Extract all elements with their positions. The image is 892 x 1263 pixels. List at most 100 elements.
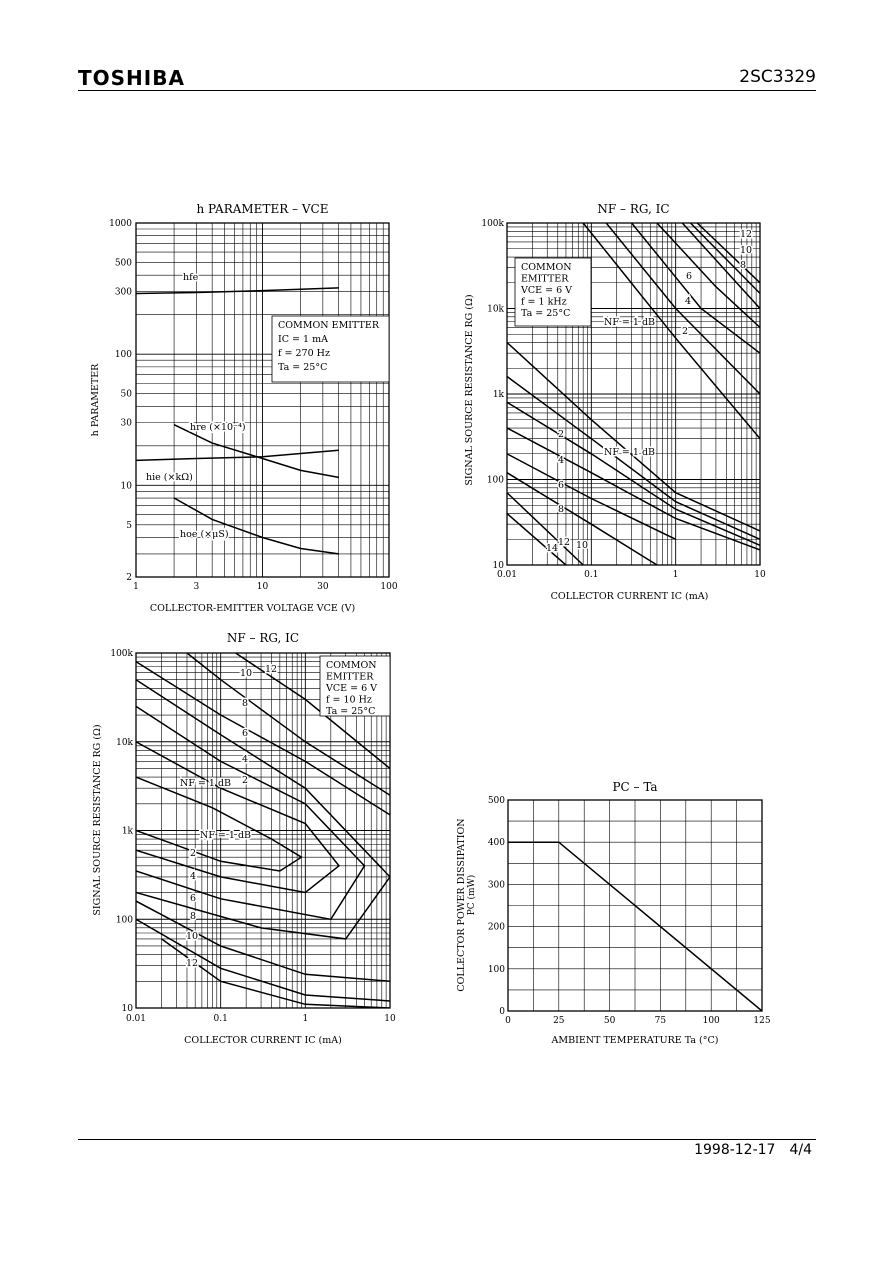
brand-logo: TOSHIBA [78, 66, 185, 90]
nf2-ytick-2: 1k [122, 827, 134, 837]
hparam-legend-box [271, 315, 390, 383]
hparam-xlabel: COLLECTOR-EMITTER VOLTAGE VCE (V) [150, 603, 355, 614]
pc-xtick-2: 50 [604, 1016, 616, 1026]
nf2-legend-line-4: Ta = 25°C [326, 706, 375, 717]
hparam-xtick-0: 1 [133, 582, 139, 592]
nf2-legend-line-3: f = 10 Hz [326, 695, 372, 706]
pc-series-0 [508, 841, 762, 1011]
nf2-curve-label-4: 4 [242, 754, 248, 765]
nf1-series-11 [507, 453, 677, 540]
nf1-legend-line-2: VCE = 6 V [520, 285, 572, 296]
hparam-legend-line-2: f = 270 Hz [278, 348, 330, 359]
hparam-ytick-1: 5 [126, 521, 132, 531]
nf2-xtick-1: 0.1 [214, 1014, 228, 1024]
nf2-ytick-4: 100k [110, 649, 133, 659]
header-rule [78, 90, 816, 91]
pc-ytick-4: 400 [488, 838, 505, 848]
hparam-ytick-5: 100 [115, 350, 132, 360]
nf1-curve-label-11: NF = 1 dB [604, 447, 655, 458]
pc-ytick-5: 500 [488, 796, 505, 806]
nf1-series-10 [507, 427, 760, 551]
nf1-ytick-3: 10k [487, 305, 504, 315]
hparam-series-label-2: hie (×kΩ) [146, 472, 193, 483]
nf2-curve-label-9: 4 [190, 871, 196, 882]
footer-page: 4/4 [789, 1142, 812, 1158]
hparam-legend-line-3: Ta = 25°C [278, 362, 327, 373]
pc-ytick-2: 200 [488, 923, 505, 933]
nf2-curve-label-0: 10 [240, 668, 252, 679]
hparam-xtick-4: 100 [380, 582, 397, 592]
nf2-ytick-1: 100 [116, 915, 133, 925]
nf1-series-2 [631, 223, 760, 354]
nf1-curve-label-12: 10 [576, 540, 588, 551]
nf1-xtick-0: 0.01 [497, 570, 517, 580]
hparam-xtick-3: 30 [317, 582, 329, 592]
nf2-xtick-0: 0.01 [126, 1014, 146, 1024]
nf1-legend-line-3: f = 1 kHz [521, 297, 567, 308]
part-number: 2SC3329 [739, 67, 816, 87]
pc-ytick-1: 100 [488, 965, 505, 975]
nf1-series-12 [507, 472, 658, 565]
nf2-curve-label-11: 8 [190, 911, 196, 922]
nf1-curve-label-9: 6 [558, 480, 564, 491]
nf1-curve-label-1: 10 [740, 245, 752, 256]
nf2-series-3 [136, 679, 390, 940]
nf1-xlabel: COLLECTOR CURRENT IC (mA) [551, 591, 709, 602]
hparam-series-label-0: hfe [183, 272, 199, 283]
nf2-curve-label-13: 12 [186, 958, 198, 969]
nf1-curve-label-6: NF = 1 dB [604, 317, 655, 328]
pc-ytick-0: 0 [499, 1007, 505, 1017]
hparam-grid [135, 223, 389, 578]
hparam-ytick-3: 30 [121, 419, 133, 429]
pc-xtick-5: 125 [753, 1016, 770, 1026]
hparam-series-2 [136, 449, 339, 462]
nf2-curve-label-5: 2 [242, 775, 248, 786]
nf1-series-1 [605, 223, 760, 395]
nf2-series-8 [136, 918, 390, 1002]
nf2-ylabel: SIGNAL SOURCE RESISTANCE RG (Ω) [92, 724, 103, 915]
nf2-curve-label-3: 6 [242, 728, 248, 739]
nf1-ylabel: SIGNAL SOURCE RESISTANCE RG (Ω) [464, 294, 475, 485]
nf2-curve-label-10: 6 [190, 893, 196, 904]
nf2-xtick-3: 10 [384, 1014, 396, 1024]
nf2-series-6 [235, 653, 390, 770]
nf1-legend-line-4: Ta = 25°C [521, 308, 570, 319]
nf1-series-5 [689, 223, 760, 294]
hparam-series-0 [136, 287, 339, 295]
nf2-series-0 [136, 776, 303, 872]
nf1-ytick-4: 100k [481, 219, 504, 229]
nf2-title: NF – RG, IC [227, 631, 299, 645]
nf2-curve-label-7: NF = 1 dB [200, 830, 251, 841]
pc-ylabel2: PC (mW) [466, 875, 477, 916]
pc-ylabel: COLLECTOR POWER DISSIPATION [456, 818, 467, 991]
nf2-curve-label-2: 8 [242, 698, 248, 709]
hparam-legend-line-0: COMMON EMITTER [278, 320, 380, 331]
nf2-series-9 [161, 938, 390, 1008]
footer-date: 1998-12-17 [694, 1142, 776, 1158]
nf1-series-6 [696, 223, 760, 284]
pc-xtick-0: 0 [505, 1016, 511, 1026]
nf2-curve-label-12: 10 [186, 931, 198, 942]
nf1-ytick-0: 10 [493, 561, 505, 571]
nf1-curve-label-0: 12 [740, 229, 752, 240]
pc-xtick-3: 75 [655, 1016, 667, 1026]
nf1-ytick-2: 1k [493, 390, 505, 400]
nf1-xtick-2: 1 [673, 570, 679, 580]
pc-title: PC – Ta [612, 780, 657, 794]
nf1-xtick-3: 10 [754, 570, 766, 580]
pc-frame [507, 799, 763, 1012]
nf1-series-0 [582, 223, 760, 440]
nf2-curve-label-6: NF = 1 dB [180, 778, 231, 789]
nf1-curve-label-13: 12 [558, 537, 570, 548]
hparam-ylabel: h PARAMETER [90, 363, 101, 436]
nf2-series-7 [136, 900, 390, 983]
pc-xlabel: AMBIENT TEMPERATURE Ta (°C) [551, 1035, 719, 1046]
nf1-curve-label-8: 4 [558, 455, 564, 466]
nf1-series-13 [507, 492, 584, 565]
nf1-ytick-1: 100 [487, 476, 504, 486]
nf2-series-1 [136, 741, 341, 894]
nf2-legend-line-2: VCE = 6 V [325, 683, 377, 694]
hparam-series-1 [173, 424, 339, 479]
nf2-xlabel: COLLECTOR CURRENT IC (mA) [184, 1035, 342, 1046]
